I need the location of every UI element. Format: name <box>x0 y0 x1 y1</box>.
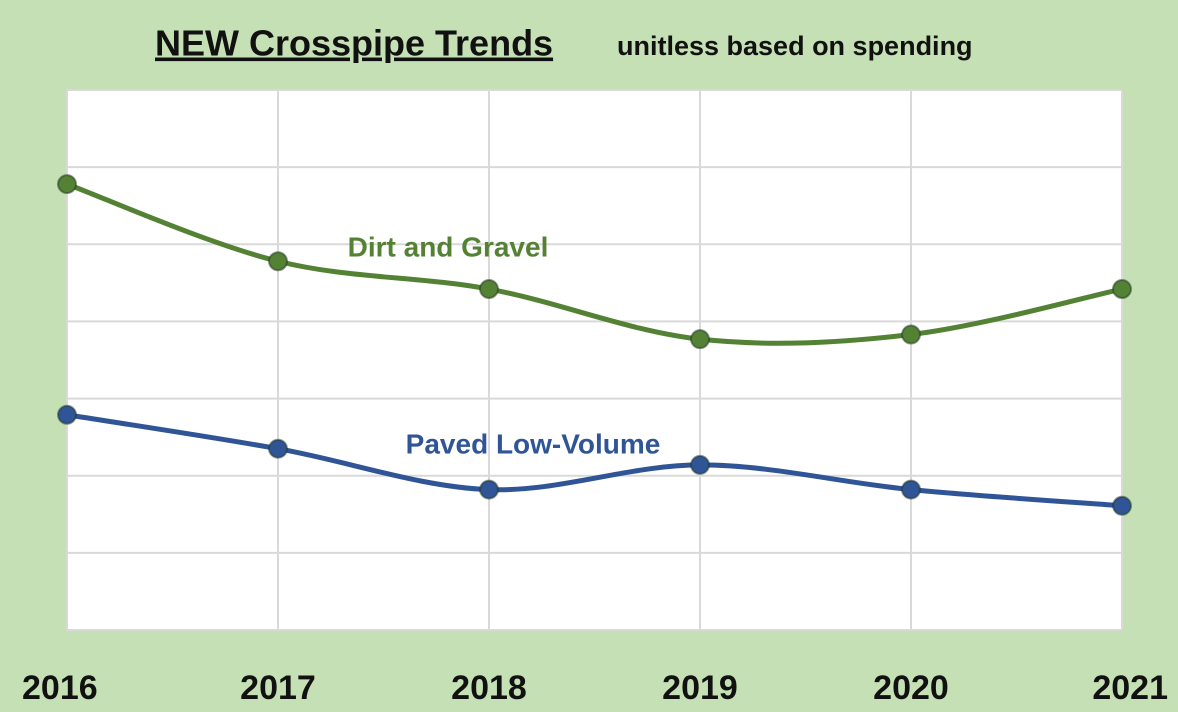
series-label: Paved Low-Volume <box>406 428 661 459</box>
data-point <box>57 174 77 195</box>
data-point <box>479 279 499 300</box>
plot-area <box>67 90 1122 630</box>
x-tick-label: 2021 <box>1092 669 1168 707</box>
data-point <box>57 404 77 425</box>
data-point <box>901 324 921 345</box>
x-tick-label: 2017 <box>240 669 316 707</box>
x-tick-label: 2020 <box>873 669 949 707</box>
data-point <box>901 479 921 500</box>
x-tick-label: 2019 <box>662 669 738 707</box>
data-point <box>1112 495 1132 516</box>
series-line <box>66 412 1123 509</box>
data-point <box>1112 279 1132 300</box>
data-point <box>690 329 710 350</box>
series-label: Dirt and Gravel <box>348 231 549 262</box>
data-point <box>690 454 710 475</box>
chart-subtitle: unitless based on spending <box>617 31 973 61</box>
data-point <box>268 438 288 459</box>
data-point <box>268 251 288 272</box>
chart-title: NEW Crosspipe Trends <box>155 23 553 64</box>
x-tick-label: 2016 <box>22 669 98 707</box>
x-tick-label: 2018 <box>451 669 527 707</box>
series-line <box>66 181 1123 346</box>
data-point <box>479 479 499 500</box>
